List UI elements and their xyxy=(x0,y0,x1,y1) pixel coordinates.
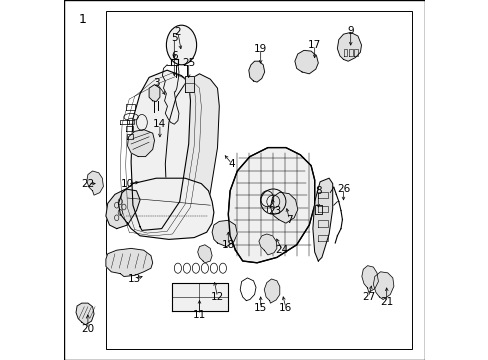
Text: 12: 12 xyxy=(210,292,224,302)
Bar xyxy=(106,11,411,349)
Polygon shape xyxy=(361,266,378,292)
Text: 25: 25 xyxy=(182,58,195,68)
Polygon shape xyxy=(228,148,314,263)
Text: 17: 17 xyxy=(307,40,321,50)
Polygon shape xyxy=(87,171,103,195)
Polygon shape xyxy=(337,32,361,61)
Polygon shape xyxy=(172,283,228,311)
Text: 20: 20 xyxy=(81,324,94,334)
Polygon shape xyxy=(212,220,237,247)
Text: 21: 21 xyxy=(379,297,392,307)
Text: 1: 1 xyxy=(79,13,86,26)
Polygon shape xyxy=(149,85,160,102)
Text: 4: 4 xyxy=(228,159,235,169)
Polygon shape xyxy=(127,130,154,157)
Polygon shape xyxy=(185,76,194,92)
Polygon shape xyxy=(118,178,213,239)
Text: 19: 19 xyxy=(254,44,267,54)
Polygon shape xyxy=(294,50,318,74)
Polygon shape xyxy=(197,245,212,263)
Polygon shape xyxy=(258,234,276,255)
Polygon shape xyxy=(248,61,264,82)
Text: 13: 13 xyxy=(128,274,141,284)
Text: 18: 18 xyxy=(221,240,234,250)
Polygon shape xyxy=(270,192,297,223)
Text: 14: 14 xyxy=(153,119,166,129)
Polygon shape xyxy=(106,189,140,229)
Text: 15: 15 xyxy=(254,303,267,313)
Text: 7: 7 xyxy=(285,215,292,225)
Text: 9: 9 xyxy=(346,26,353,36)
Polygon shape xyxy=(373,272,393,300)
Polygon shape xyxy=(106,248,152,276)
Polygon shape xyxy=(165,74,219,232)
Text: 6: 6 xyxy=(171,51,177,61)
Text: 22: 22 xyxy=(81,179,94,189)
Text: 23: 23 xyxy=(268,206,281,216)
Text: 24: 24 xyxy=(275,245,288,255)
Polygon shape xyxy=(76,303,94,325)
Text: 16: 16 xyxy=(279,303,292,313)
Ellipse shape xyxy=(166,25,196,65)
Text: 5: 5 xyxy=(171,33,177,43)
Text: 26: 26 xyxy=(336,184,349,194)
Polygon shape xyxy=(264,279,279,303)
Polygon shape xyxy=(314,205,321,214)
Polygon shape xyxy=(131,70,190,230)
Text: 2: 2 xyxy=(174,27,181,37)
Text: 11: 11 xyxy=(192,310,206,320)
Text: 27: 27 xyxy=(361,292,375,302)
Text: 3: 3 xyxy=(153,78,159,88)
Polygon shape xyxy=(312,178,332,261)
Text: 10: 10 xyxy=(121,179,134,189)
Text: 8: 8 xyxy=(314,186,321,196)
